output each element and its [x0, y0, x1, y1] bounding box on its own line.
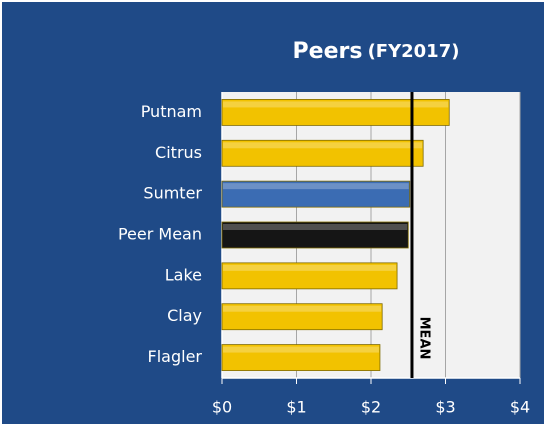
bar-highlight	[223, 142, 423, 149]
bar	[221, 303, 383, 331]
x-tick-label: $3	[435, 398, 455, 417]
x-tick-label: $4	[510, 398, 530, 417]
mean-label: MEAN	[416, 317, 431, 360]
bar-highlight	[223, 183, 409, 190]
bar	[221, 139, 424, 167]
bar-highlight	[223, 224, 408, 230]
y-tick-label: Lake	[165, 265, 202, 284]
bar-highlight	[223, 305, 382, 312]
bar	[221, 262, 398, 290]
y-tick-label: Clay	[167, 306, 202, 325]
x-tick-label: $0	[212, 398, 232, 417]
x-tick-label: $2	[361, 398, 381, 417]
x-tick-label: $1	[286, 398, 306, 417]
title-main: Peers	[293, 39, 363, 64]
y-tick-label: Peer Mean	[118, 225, 202, 244]
bar	[221, 221, 409, 249]
y-tick-label: Citrus	[155, 143, 202, 162]
bar	[221, 344, 381, 371]
y-tick-label: Putnam	[141, 102, 202, 121]
bar-highlight	[223, 264, 397, 271]
y-tick-label: Flagler	[148, 347, 203, 366]
y-tick-label: Sumter	[143, 184, 202, 203]
chart-title: Peers (FY2017)	[293, 39, 460, 64]
title-sub: (FY2017)	[368, 41, 460, 62]
bar-highlight	[223, 101, 449, 108]
bar	[221, 180, 411, 208]
bar-highlight	[223, 346, 379, 353]
